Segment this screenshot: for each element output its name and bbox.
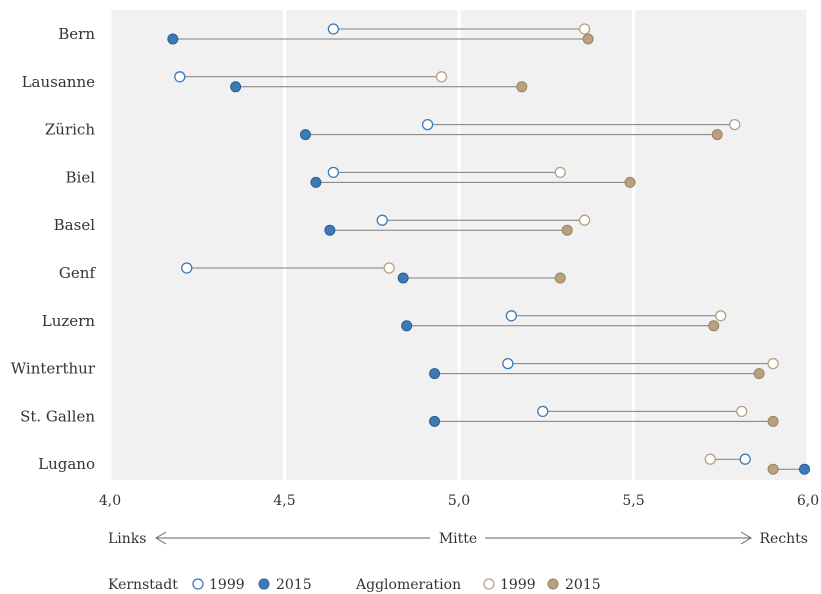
point-kernstadt-1999-basel (376, 214, 388, 226)
point-kernstadt-1999-luzern (505, 310, 518, 322)
legend-marker-agglomeration-2015 (547, 578, 559, 590)
legend-year-agglomeration-1999: 1999 (500, 577, 536, 593)
point-agglomeration-1999-winterthur (767, 357, 779, 370)
point-agglomeration-2015-biel (624, 176, 636, 188)
x-tick-label: 4,0 (99, 493, 121, 509)
x-tick-label: 6,0 (797, 493, 819, 509)
category-label-basel: Basel (54, 216, 96, 234)
point-kernstadt-2015-genf (397, 272, 409, 284)
category-label-zürich: Zürich (45, 121, 95, 139)
point-agglomeration-2015-st-gallen (767, 415, 779, 427)
point-agglomeration-2015-basel (561, 224, 573, 236)
point-kernstadt-1999-bern (327, 23, 340, 35)
category-label-lugano: Lugano (38, 455, 95, 473)
point-kernstadt-1999-winterthur (502, 357, 514, 370)
point-agglomeration-1999-st-gallen (736, 405, 748, 418)
category-label-biel: Biel (66, 168, 96, 186)
legend-marker-agglomeration-1999 (483, 578, 495, 590)
point-kernstadt-1999-genf (181, 262, 193, 274)
legend-marker-kernstadt-1999 (192, 578, 204, 590)
category-label-luzern: Luzern (42, 312, 96, 330)
point-kernstadt-2015-winterthur (429, 368, 441, 380)
x-tick-label: 5,0 (448, 493, 470, 509)
point-agglomeration-2015-winterthur (753, 368, 765, 380)
grid (108, 10, 810, 480)
point-kernstadt-1999-lugano (739, 453, 751, 465)
direction-center-label: Mitte (439, 531, 477, 547)
point-agglomeration-2015-bern (582, 33, 594, 45)
direction-arrowhead-left (155, 531, 167, 545)
legend-year-kernstadt-1999: 1999 (209, 577, 245, 593)
point-agglomeration-2015-luzern (708, 320, 720, 332)
direction-right-label: Rechts (760, 531, 809, 547)
point-agglomeration-2015-lugano (767, 463, 779, 475)
category-label-st-gallen: St. Gallen (20, 407, 95, 425)
rows: Bern Lausanne Zürich Biel Basel Genf Luzern Win… (11, 23, 811, 475)
point-kernstadt-2015-bern (167, 33, 179, 45)
x-tick-label: 5,5 (622, 493, 644, 509)
point-kernstadt-1999-zürich (421, 118, 434, 131)
point-kernstadt-2015-basel (324, 224, 336, 236)
direction-axis: Links Mitte Rechts (108, 531, 808, 547)
point-kernstadt-1999-st-gallen (537, 405, 549, 418)
direction-arrowhead-right (740, 531, 752, 545)
legend-marker-kernstadt-2015 (258, 578, 270, 590)
point-agglomeration-1999-genf (383, 262, 395, 274)
legend-year-kernstadt-2015: 2015 (276, 577, 312, 593)
legend-year-agglomeration-2015: 2015 (565, 577, 601, 593)
x-axis-ticks: 4,0 4,5 5,0 5,5 6,0 (99, 493, 819, 509)
point-kernstadt-2015-st-gallen (429, 415, 441, 427)
point-kernstadt-2015-lausanne (230, 81, 242, 93)
point-agglomeration-1999-zürich (729, 118, 741, 131)
point-kernstadt-2015-luzern (401, 320, 413, 332)
legend-group-kernstadt: Kernstadt (108, 577, 178, 593)
point-agglomeration-1999-lausanne (435, 71, 448, 83)
direction-left-label: Links (108, 531, 146, 547)
category-label-bern: Bern (58, 25, 95, 43)
point-agglomeration-1999-basel (578, 214, 591, 226)
point-kernstadt-1999-biel (327, 166, 340, 179)
legend: Kernstadt 1999 2015 Agglomeration 1999 2… (108, 577, 601, 593)
point-kernstadt-2015-zürich (299, 129, 311, 141)
category-label-winterthur: Winterthur (11, 360, 96, 378)
point-kernstadt-2015-lugano (799, 463, 811, 475)
point-agglomeration-1999-luzern (715, 310, 727, 322)
point-agglomeration-2015-zürich (711, 129, 723, 141)
point-agglomeration-2015-lausanne (516, 81, 528, 93)
point-kernstadt-2015-biel (310, 176, 322, 188)
point-agglomeration-2015-genf (554, 272, 566, 284)
category-label-genf: Genf (59, 264, 97, 282)
point-agglomeration-1999-lugano (704, 453, 716, 465)
point-agglomeration-1999-biel (554, 166, 566, 179)
x-tick-label: 4,5 (273, 493, 295, 509)
point-agglomeration-1999-bern (578, 23, 591, 35)
point-kernstadt-1999-lausanne (174, 71, 186, 83)
category-label-lausanne: Lausanne (22, 73, 96, 91)
legend-group-agglomeration: Agglomeration (355, 577, 461, 593)
